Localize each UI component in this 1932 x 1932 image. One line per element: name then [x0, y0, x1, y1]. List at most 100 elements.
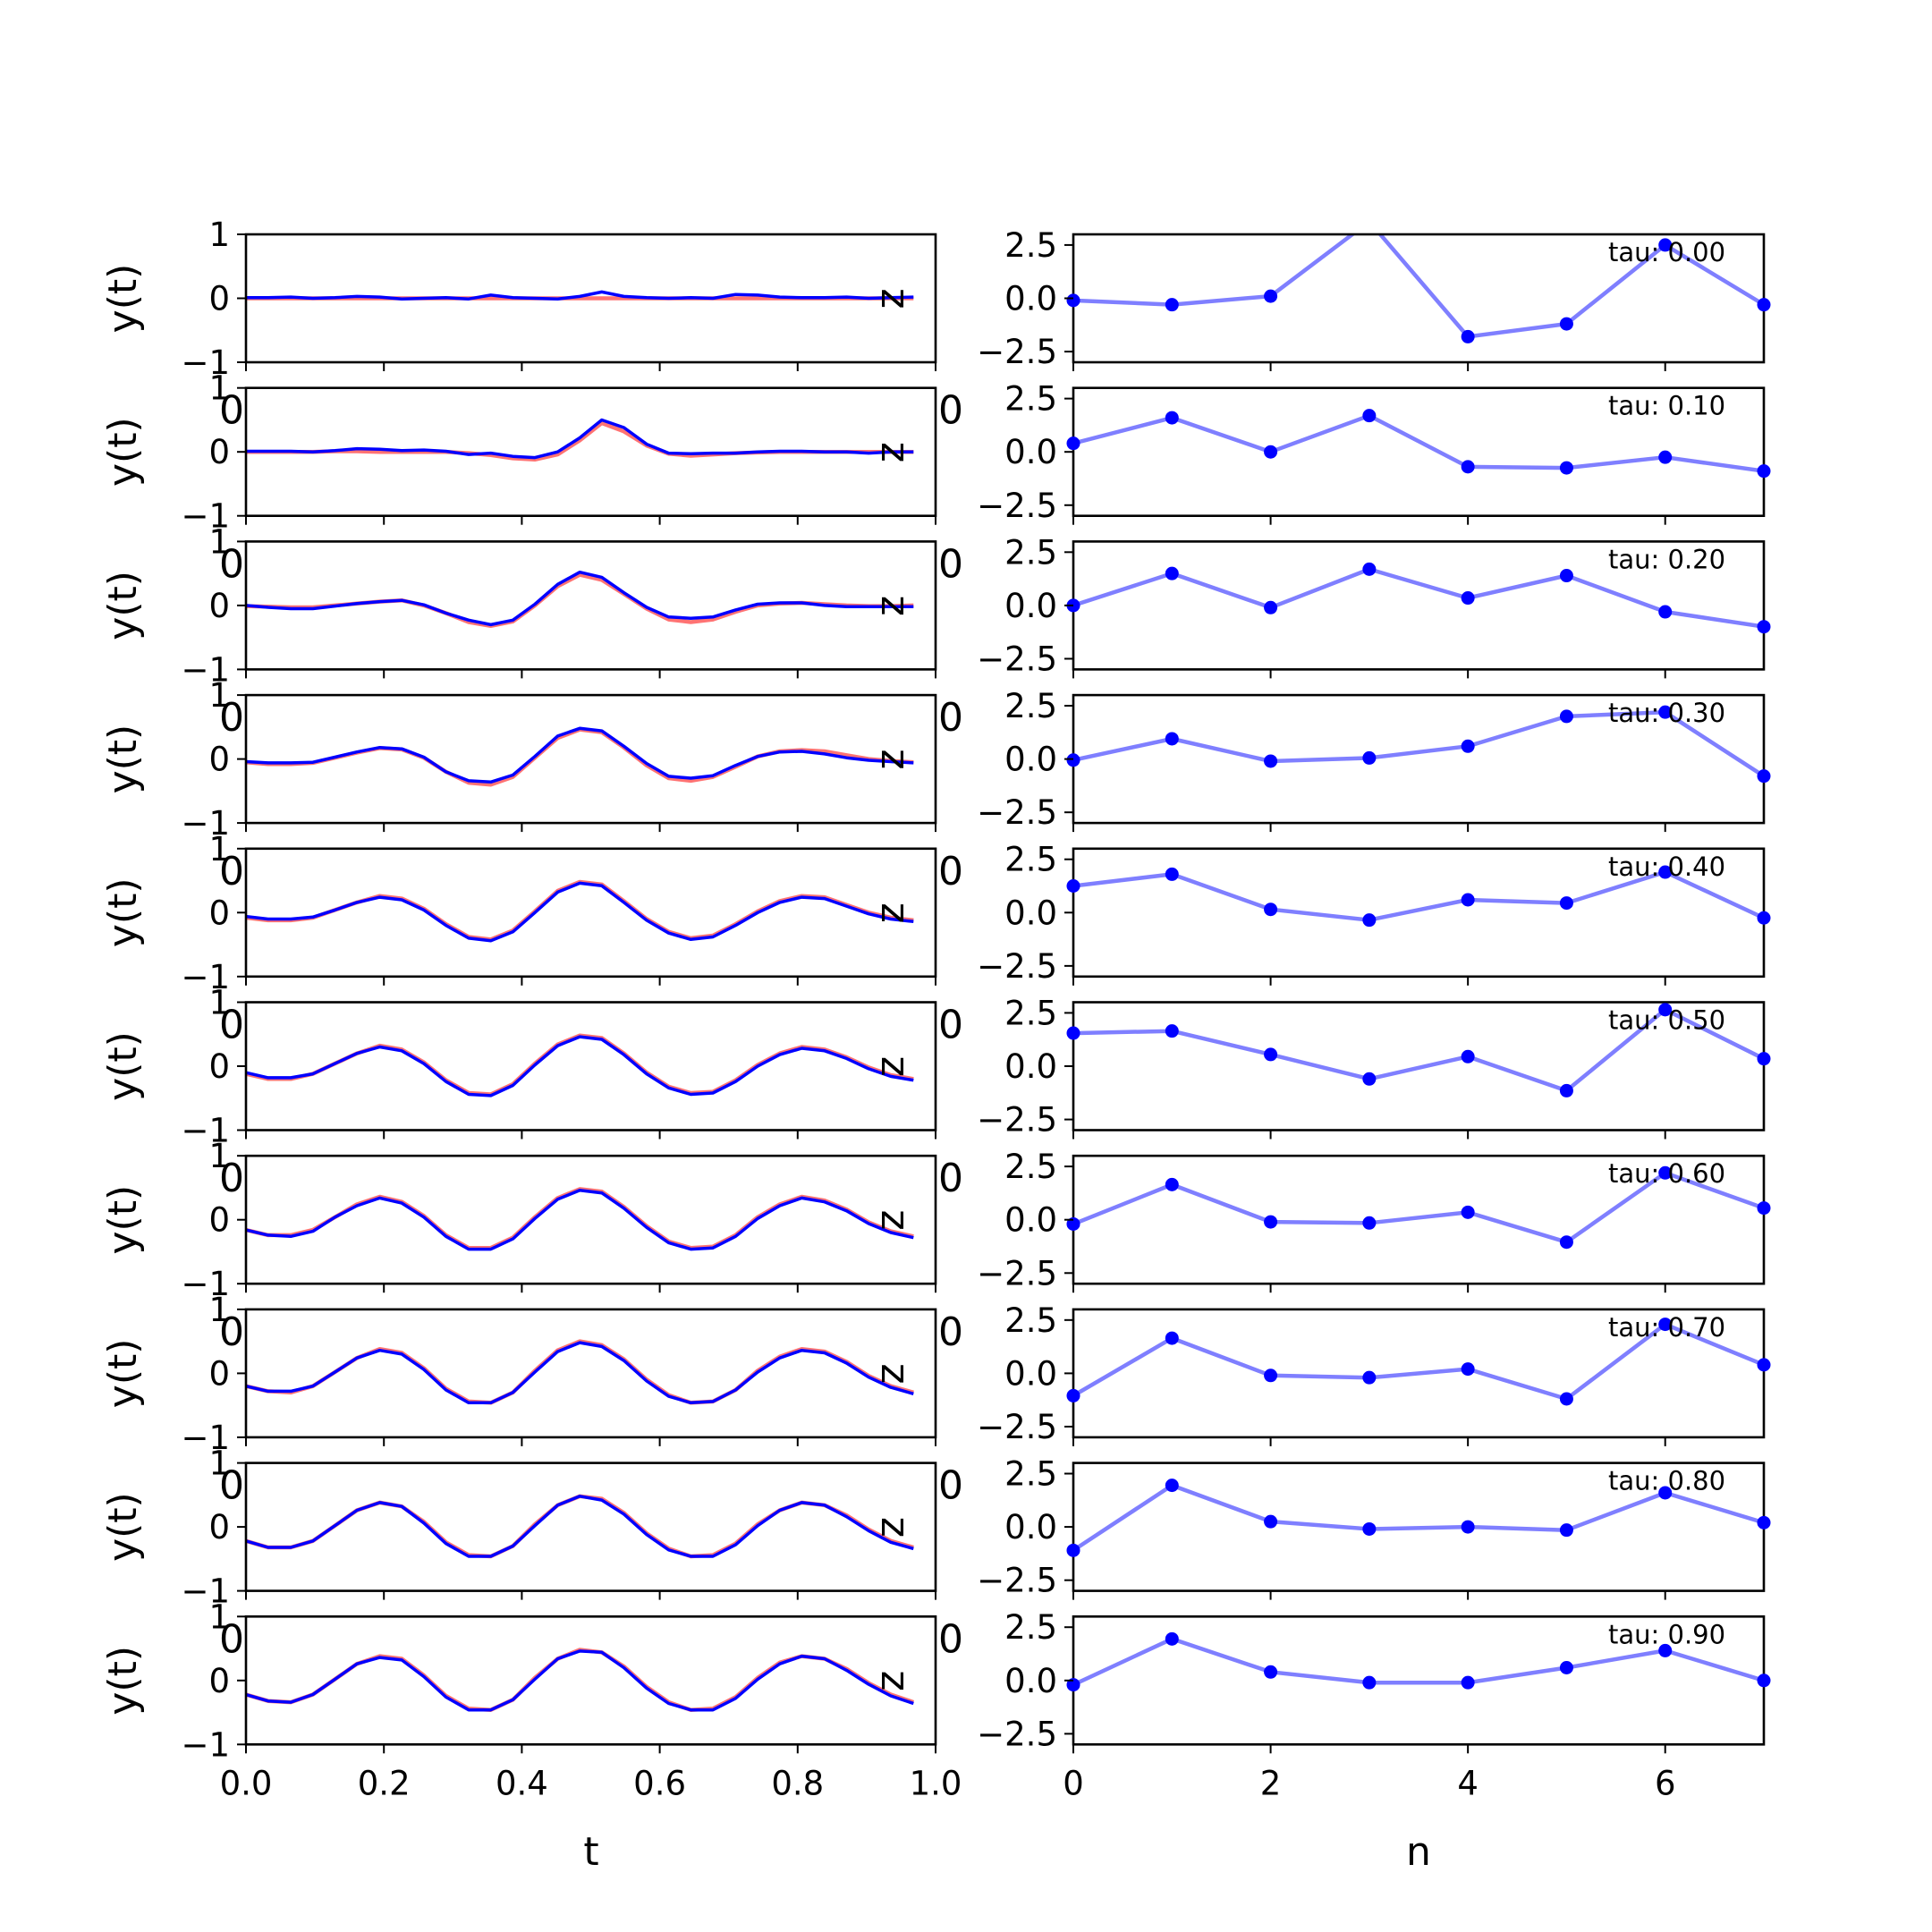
right-ytick-label: −2.5: [977, 793, 1057, 832]
right-ytick-label: 0.0: [1004, 280, 1057, 318]
tau-annotation: tau: 0.60: [1608, 1158, 1725, 1189]
coefficient-point: [1264, 1514, 1278, 1529]
overlap-zero-right: 0: [938, 541, 963, 587]
right-ytick-label: 0.0: [1004, 894, 1057, 932]
right-ytick-label: 0.0: [1004, 1201, 1057, 1240]
coefficient-line: [1073, 709, 1764, 778]
overlap-zero-right: 0: [938, 849, 963, 894]
right-ytick-label: −2.5: [977, 1101, 1057, 1140]
left-ytick-label: 0: [208, 1201, 230, 1240]
left-ytick-label: −1: [181, 1572, 230, 1611]
coefficient-point: [1362, 913, 1377, 928]
coefficient-point: [1559, 1661, 1573, 1674]
overlap-zero-left: 0: [219, 1616, 244, 1662]
coefficient-point: [1264, 754, 1278, 768]
left-ytick-label: −1: [181, 1419, 230, 1457]
right-panel-6: 2.5 0.0 −2.5 tau: 0.60: [977, 1148, 1771, 1292]
left-ytick-label: 0: [208, 1047, 230, 1086]
coefficient-point: [1362, 409, 1377, 423]
right-xtick-label: 6: [1655, 1764, 1676, 1802]
right-panel-9: 2.5 0.0 −2.50 2 4 6 tau: 0.90: [977, 1608, 1771, 1802]
right-ytick-label: −2.5: [977, 1562, 1057, 1600]
coefficient-point: [1165, 1479, 1179, 1493]
right-panel-8: 2.5 0.0 −2.5 tau: 0.80: [977, 1455, 1771, 1600]
coefficient-point: [1658, 1003, 1673, 1017]
overlap-zero-left: 0: [219, 541, 244, 587]
reconstruction-line: [246, 1341, 914, 1405]
reconstruction-line: [246, 1495, 914, 1558]
coefficient-point: [1559, 569, 1573, 583]
tau-annotation: tau: 0.90: [1608, 1619, 1725, 1649]
right-ytick-label: −2.5: [977, 947, 1057, 986]
overlap-zero-left: 0: [219, 388, 244, 434]
right-ytick-label: −2.5: [977, 1715, 1057, 1753]
right-panel-content: [1073, 1171, 1764, 1244]
coefficient-point: [1362, 1216, 1377, 1230]
reconstruction-line: [246, 726, 914, 784]
tau-annotation: tau: 0.00: [1608, 237, 1725, 267]
right-panel-4: 2.5 0.0 −2.5 tau: 0.40: [977, 841, 1771, 986]
left-panel-0: 1 0 −1 y(t) z: [100, 216, 937, 382]
left-xtick-label: 1.0: [910, 1764, 962, 1802]
left-panel-7: 10−1y(t) z0 0: [100, 1291, 963, 1457]
right-panel-content: [1073, 1007, 1764, 1093]
coefficient-line: [1073, 413, 1764, 473]
left-panel-4: 10−1y(t) z0 0: [100, 830, 963, 996]
left-ytick-label: −1: [181, 343, 230, 382]
left-ylabel: y(t): [100, 264, 146, 334]
coefficient-point: [1757, 298, 1771, 312]
left-panel-lines: [246, 879, 914, 943]
right-ytick-label: 0.0: [1004, 741, 1057, 779]
tau-annotation: tau: 0.50: [1608, 1005, 1725, 1036]
left-panel-lines: [246, 1648, 915, 1712]
overlap-zero-left: 0: [219, 1309, 244, 1355]
right-xtick-label: 4: [1457, 1764, 1479, 1802]
coefficient-point: [1264, 1665, 1278, 1679]
coefficient-point: [1461, 739, 1475, 753]
right-panel-7: 2.5 0.0 −2.5 tau: 0.70: [977, 1301, 1771, 1446]
overlap-zero-right: 0: [938, 1156, 963, 1201]
overlap-zero-left: 0: [219, 1463, 244, 1509]
stray-z-label: z: [868, 596, 913, 616]
coefficient-point: [1461, 460, 1475, 474]
right-panel-content: [1073, 413, 1764, 473]
right-panel-content: [1073, 567, 1764, 629]
left-xtick-label: 0.2: [358, 1764, 411, 1802]
coefficient-point: [1066, 1216, 1080, 1231]
right-panel-content: [1073, 709, 1764, 778]
right-panel-content: [1073, 1483, 1764, 1553]
left-ytick-label: 1: [208, 984, 230, 1022]
left-ytick-label: 1: [208, 522, 230, 561]
right-ytick-label: 0.0: [1004, 1354, 1057, 1393]
left-ylabel: y(t): [100, 571, 146, 640]
left-xtick-label: 0.8: [771, 1764, 824, 1802]
right-panel-content: [1073, 1637, 1764, 1687]
tau-annotation: tau: 0.10: [1608, 391, 1725, 421]
right-ytick-label: 0.0: [1004, 1047, 1057, 1086]
coefficient-point: [1559, 1083, 1573, 1097]
coefficient-point: [1757, 1052, 1771, 1066]
left-panel-lines: [246, 418, 914, 462]
left-xtick-label: 0.4: [496, 1764, 548, 1802]
right-xtick-label: 2: [1260, 1764, 1282, 1802]
coefficient-point: [1461, 1049, 1475, 1063]
left-ytick-label: 1: [208, 216, 230, 254]
reconstruction-line: [246, 1035, 914, 1097]
coefficient-point: [1165, 1177, 1179, 1191]
coefficient-point: [1658, 1318, 1673, 1332]
coefficient-point: [1658, 1486, 1673, 1500]
coefficient-point: [1461, 591, 1475, 606]
coefficient-point: [1362, 1675, 1377, 1690]
left-ylabel: y(t): [100, 417, 146, 487]
coefficient-point: [1461, 329, 1475, 343]
left-ytick-label: −1: [181, 1725, 230, 1764]
stray-z-label: z: [868, 902, 913, 923]
right-ytick-label: −2.5: [977, 487, 1057, 525]
left-panel-6: 10−1y(t) z0 0: [100, 1137, 963, 1303]
left-panel-lines: [246, 726, 914, 787]
stray-z-label: z: [868, 750, 913, 770]
coefficient-line: [1073, 234, 1764, 339]
stray-z-label: z: [868, 1210, 913, 1231]
right-ytick-label: 0.0: [1004, 1662, 1057, 1700]
right-panel-3: 2.5 0.0 −2.5 tau: 0.30: [977, 687, 1771, 832]
